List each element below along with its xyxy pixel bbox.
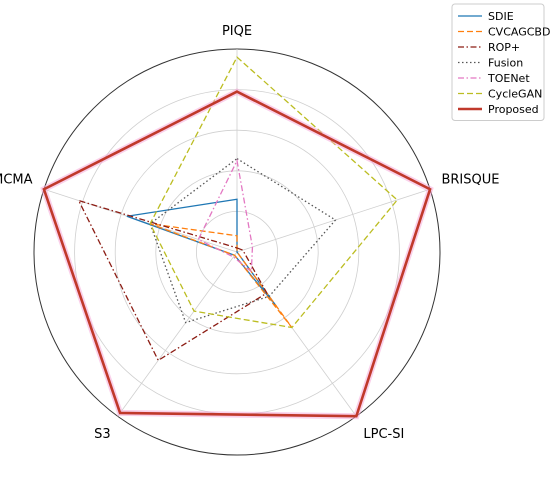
legend-label: CVCAGCBD xyxy=(488,26,550,39)
axis-spoke-brisque xyxy=(236,188,431,253)
axis-label-piqe: PIQE xyxy=(222,24,252,39)
axis-spoke-s3 xyxy=(117,251,238,417)
series-line-sdie xyxy=(126,198,277,307)
series-line-cyclegan xyxy=(149,56,399,329)
axis-label-s3: S3 xyxy=(94,427,111,442)
legend-label: Fusion xyxy=(488,57,523,70)
legend-label: TOENet xyxy=(487,72,530,85)
series-line-cvcagcbd xyxy=(149,223,293,328)
legend-label: ROP+ xyxy=(488,41,520,54)
legend-label: Proposed xyxy=(488,103,539,116)
axis-label-brisque: BRISQUE xyxy=(441,173,499,188)
axis-labels: PIQE BRISQUE LPC-SI S3 MCMA xyxy=(0,24,499,442)
axis-label-lpc-si: LPC-SI xyxy=(363,427,404,442)
legend-label: SDIE xyxy=(488,10,514,23)
legend: SDIE CVCAGCBD ROP+ Fusion TOENet CycleGAN Prop… xyxy=(451,3,550,121)
series-line-rop- xyxy=(77,199,268,362)
series-line-fusion xyxy=(149,157,337,324)
axis-label-mcma: MCMA xyxy=(0,173,33,188)
series-line-proposed xyxy=(42,90,432,418)
series-line-toenet xyxy=(197,158,254,274)
legend-label: CycleGAN xyxy=(488,88,542,101)
legend-frame xyxy=(451,3,545,121)
radar-series xyxy=(40,56,434,420)
